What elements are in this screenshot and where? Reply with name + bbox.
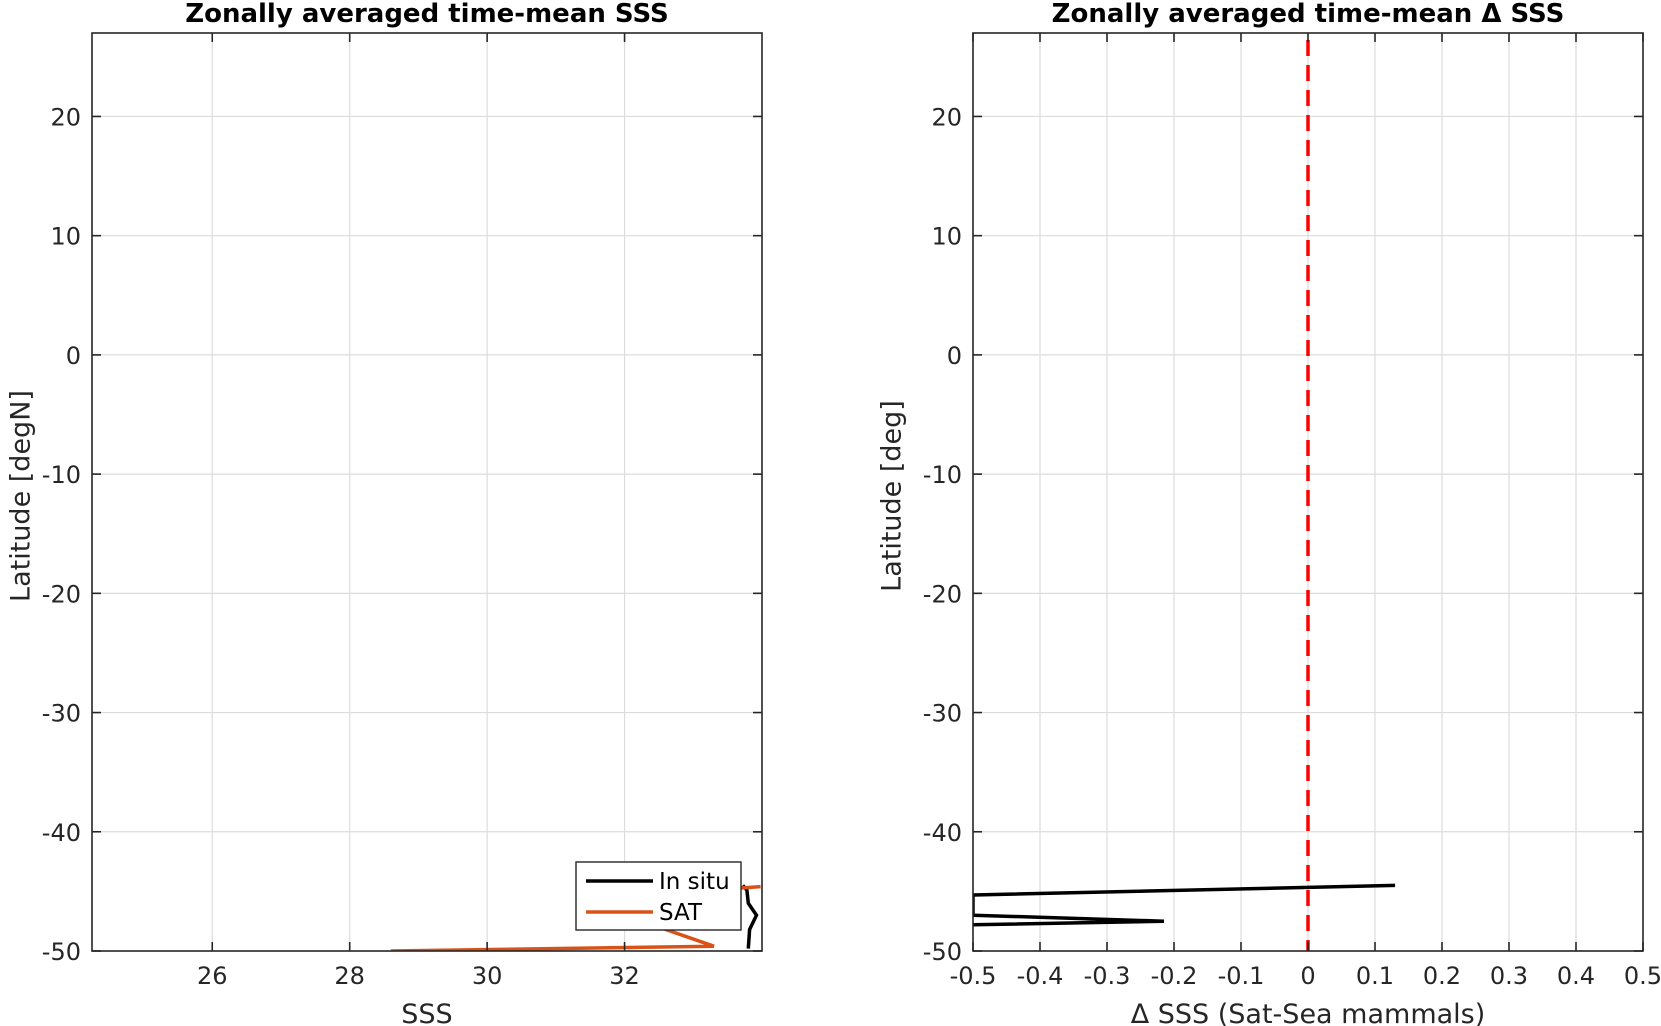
y-tick-label: -50 [923, 938, 962, 966]
chart-title-sss: Zonally averaged time-mean SSS [185, 0, 669, 29]
x-tick-label: 0 [1300, 962, 1315, 990]
y-tick-label: 20 [50, 103, 81, 131]
y-tick-label: -20 [923, 580, 962, 608]
x-tick-label: -0.2 [1151, 962, 1198, 990]
y-tick-label: 20 [931, 103, 962, 131]
y-tick-label: -40 [923, 819, 962, 847]
x-tick-label: 0.1 [1356, 962, 1394, 990]
x-tick-label: -0.4 [1017, 962, 1064, 990]
y-tick-label: 10 [50, 223, 81, 251]
x-tick-label: -0.5 [950, 962, 997, 990]
y-tick-label: -40 [42, 819, 81, 847]
x-tick-label: -0.3 [1084, 962, 1131, 990]
y-tick-label: -30 [42, 700, 81, 728]
x-tick-label: 0.5 [1624, 962, 1661, 990]
axes-frame [91, 32, 763, 952]
panel-delta-sss: -0.5 -0.4 -0.3 -0.2 -0.1 0 0.1 0.2 0.3 0.4 0.5 20 10… [877, 0, 1661, 1026]
x-tick-label: 30 [472, 962, 503, 990]
legend-frame [575, 861, 742, 931]
y-tick-label: 0 [66, 342, 81, 370]
plot-area: 26 28 30 32 20 10 0 -10 -20 -30 -40 -50 [42, 32, 763, 990]
y-tick-label: -10 [42, 461, 81, 489]
y-tick-label: -50 [42, 938, 81, 966]
x-tick-label: -0.1 [1218, 962, 1265, 990]
panel-sss: 26 28 30 32 20 10 0 -10 -20 -30 -40 -50 Zonally ave… [6, 0, 763, 1026]
chart-title-delta-sss: Zonally averaged time-mean Δ SSS [1052, 0, 1565, 29]
y-tick-label: -30 [923, 700, 962, 728]
x-axis-label-delta-sss: Δ SSS (Sat-Sea mammals) [1131, 999, 1486, 1026]
x-tick-label: 28 [334, 962, 365, 990]
legend: In situ SAT [575, 861, 742, 931]
x-tick-label: 0.3 [1490, 962, 1528, 990]
series-line-delta-sss [973, 883, 1396, 927]
x-tick-label: 0.2 [1423, 962, 1461, 990]
legend-label-in-situ: In situ [659, 869, 730, 895]
series-line-in-situ [741, 884, 759, 949]
plot-area: -0.5 -0.4 -0.3 -0.2 -0.1 0 0.1 0.2 0.3 0.4 0.5 20 10… [923, 32, 1661, 990]
x-tick-label: 26 [197, 962, 228, 990]
y-tick-label: 10 [931, 223, 962, 251]
y-tick-label: -20 [42, 580, 81, 608]
y-axis-label-delta-sss: Latitude [deg] [877, 400, 908, 592]
x-axis-label-sss: SSS [401, 999, 452, 1026]
y-axis-label-sss: Latitude [degN] [6, 390, 37, 602]
y-tick-label: 0 [947, 342, 962, 370]
legend-label-sat: SAT [659, 900, 703, 926]
x-tick-label: 32 [609, 962, 640, 990]
x-tick-label: 0.4 [1557, 962, 1595, 990]
y-tick-label: -10 [923, 461, 962, 489]
